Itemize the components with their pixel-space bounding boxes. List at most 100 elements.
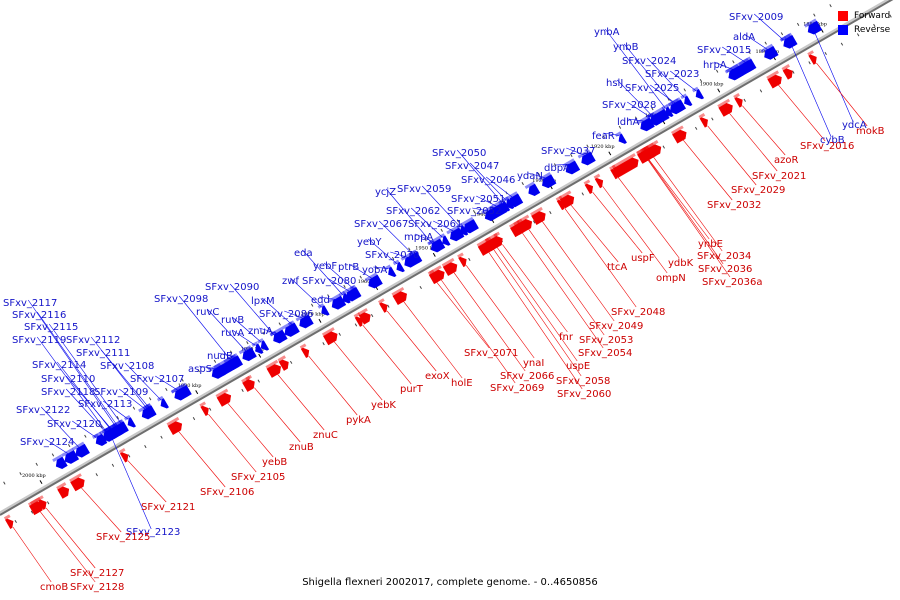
label-sfxv-2113: SFxv_2113 — [78, 399, 132, 410]
gene-block-f5 — [508, 218, 526, 238]
label-sfxv-2047: SFxv_2047 — [445, 161, 499, 172]
leader-lpxm — [262, 297, 293, 325]
label-ruva: ruvA — [221, 328, 244, 339]
label-sfxv-2090: SFxv_2090 — [205, 282, 259, 293]
scale-dash — [391, 256, 395, 260]
gene-ydan — [538, 172, 557, 189]
leader-sfxv-2032 — [682, 139, 733, 201]
leader-yoba — [373, 266, 389, 269]
leader-sfxv-2119 — [36, 336, 107, 432]
scale-dash — [241, 388, 244, 392]
gene-ruvb — [257, 338, 270, 351]
leader-purt — [362, 324, 412, 385]
legend-forward-label: Forward — [854, 11, 891, 21]
scale-dash — [792, 70, 795, 74]
scale-dash — [472, 210, 476, 214]
label-yebf: yebF — [313, 261, 337, 272]
leader-sfxv-2125 — [80, 487, 122, 533]
label-eda: eda — [294, 248, 313, 259]
gene-sfxv-2060 — [476, 237, 493, 256]
leader-sfxv-2051 — [476, 195, 497, 207]
label-sfxv-2121: SFxv_2121 — [141, 502, 195, 513]
gene-block-f1 — [56, 482, 70, 499]
scale-dash — [581, 192, 584, 196]
label-sfxv-2021: SFxv_2021 — [752, 171, 806, 182]
label-sfxv-2058: SFxv_2058 — [556, 376, 610, 387]
label-mppa: mppA — [404, 232, 433, 243]
scale-dash — [651, 107, 654, 111]
leader-cmob — [12, 526, 52, 583]
leader-sfxv-2123 — [108, 430, 152, 530]
label-sfxv-2109: SFxv_2109 — [94, 387, 148, 398]
label-sfxv-2029: SFxv_2029 — [731, 185, 785, 196]
label-yoba: yobA — [362, 265, 387, 276]
leader-ynba — [604, 28, 666, 109]
scale-dash — [165, 387, 168, 391]
label-sfxv-2015: SFxv_2015 — [697, 45, 751, 56]
label-asps: aspS — [188, 364, 212, 375]
label-mokb: mokB — [856, 126, 885, 137]
label-znua: znuA — [248, 326, 273, 337]
scale-dash — [408, 247, 411, 251]
leader-sfxv-2052 — [472, 207, 489, 212]
leader-hslj — [616, 79, 653, 117]
label-fnr: fnr — [559, 332, 574, 343]
label-sfxv-2115: SFxv_2115 — [24, 322, 78, 333]
leader-uspe — [496, 247, 578, 362]
leader-zwf — [290, 277, 322, 308]
scale-dash — [553, 163, 557, 167]
kbp-label: 1990 kbp — [178, 383, 202, 389]
gene-sfxv-2021 — [717, 98, 733, 117]
leader-yebf — [324, 262, 354, 290]
leader-eda — [302, 249, 344, 296]
label-sfxv-2037: SFxv_2037 — [541, 146, 595, 157]
gene-block-r1 — [93, 431, 108, 446]
leader-hrpa — [714, 61, 734, 70]
leader-ynbb — [623, 43, 674, 105]
gene-znuc — [265, 359, 281, 378]
leader-yeby — [368, 238, 398, 264]
label-sfxv-2125: SFxv_2125 — [96, 532, 150, 543]
scale-dash — [359, 275, 362, 279]
scale-dash — [262, 331, 265, 335]
leader-cybb — [787, 37, 832, 138]
scale-dash — [229, 350, 233, 354]
gene-block-f4 — [357, 307, 371, 325]
leader-sfxv-2116 — [36, 311, 118, 426]
leader-znuc — [277, 374, 325, 431]
gene-fear — [614, 131, 627, 144]
scale-dash — [715, 69, 719, 73]
gene-sfxv-2062 — [438, 233, 451, 246]
gene-azor — [733, 92, 743, 108]
label-yeby: yebY — [357, 237, 382, 248]
label-sfxv-2053: SFxv_2053 — [579, 335, 633, 346]
gene-sfxv-2066 — [441, 257, 458, 277]
gene-sfxv-2105 — [199, 401, 209, 417]
label-sfxv-2070: SFxv_2070 — [365, 250, 419, 261]
kbp-label: 1920 kbp — [591, 144, 615, 150]
label-sfxv-2110: SFxv_2110 — [41, 374, 95, 385]
scale-dash — [387, 304, 390, 308]
label-ydca: ydcA — [842, 120, 867, 131]
gene-block-r0 — [52, 454, 68, 469]
scale-dash — [602, 135, 605, 139]
leader-mokb — [816, 62, 868, 127]
scale-dash — [51, 453, 55, 457]
scale-dash — [148, 397, 152, 401]
leader-azor — [742, 105, 786, 156]
label-ruvc: ruvC — [196, 307, 219, 318]
gene-sfxv-2108 — [156, 395, 169, 409]
leader-sfxv-2108 — [124, 362, 162, 401]
label-sfxv-2061: SFxv_2061 — [408, 219, 462, 230]
label-sfxv-2066: SFxv_2066 — [500, 371, 554, 382]
gene-block-f0 — [30, 498, 42, 514]
leader-ldha — [628, 118, 644, 122]
gene-sfxv-2080 — [342, 285, 361, 302]
leader-sfxv-2105 — [208, 414, 257, 473]
map-caption: Shigella flexneri 2002017, complete geno… — [302, 577, 598, 588]
gene-block-r3 — [213, 355, 240, 376]
scale-dash — [343, 284, 346, 289]
leader-hole — [403, 301, 463, 379]
gene-ruva — [251, 341, 264, 354]
leader-sfxv-2128 — [39, 511, 96, 583]
